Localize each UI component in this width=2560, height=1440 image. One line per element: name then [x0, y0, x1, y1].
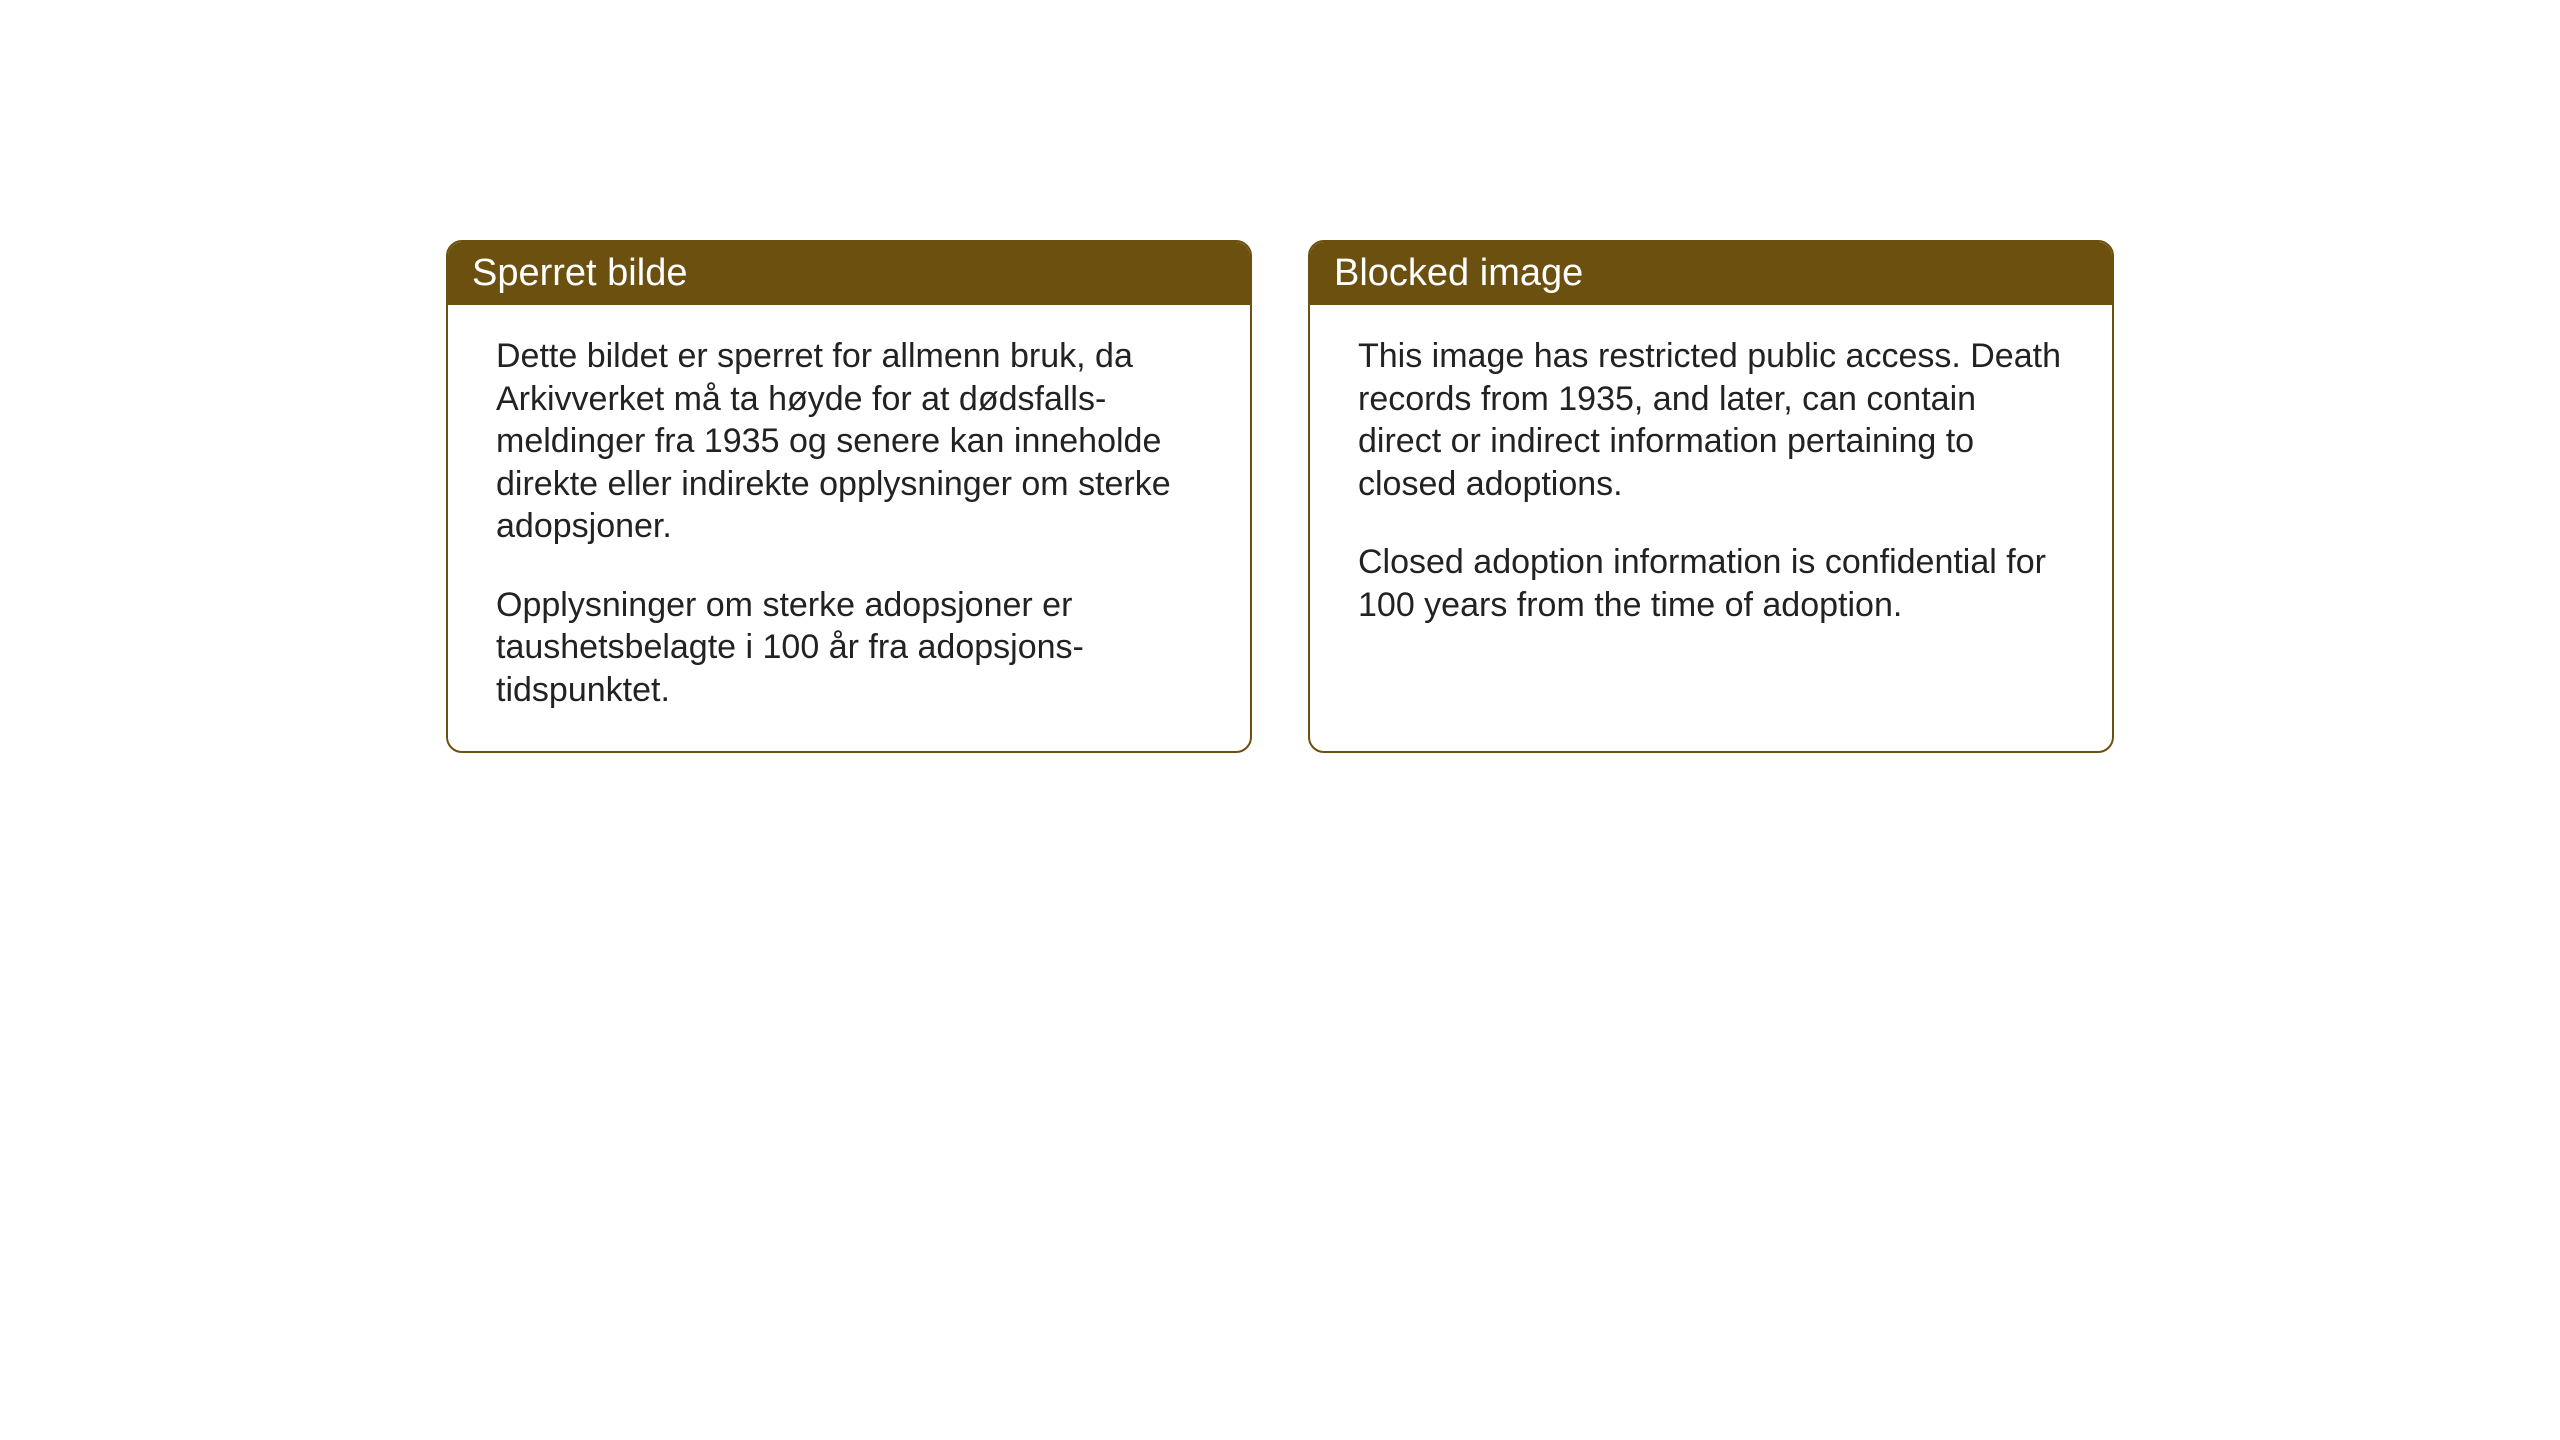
notice-container: Sperret bilde Dette bildet er sperret fo… [446, 240, 2114, 753]
norwegian-card-body: Dette bildet er sperret for allmenn bruk… [448, 305, 1250, 751]
norwegian-paragraph-2: Opplysninger om sterke adopsjoner er tau… [496, 584, 1202, 712]
english-card-body: This image has restricted public access.… [1310, 305, 2112, 735]
english-paragraph-2: Closed adoption information is confident… [1358, 541, 2064, 626]
english-paragraph-1: This image has restricted public access.… [1358, 335, 2064, 505]
norwegian-notice-card: Sperret bilde Dette bildet er sperret fo… [446, 240, 1252, 753]
norwegian-paragraph-1: Dette bildet er sperret for allmenn bruk… [496, 335, 1202, 548]
norwegian-card-title: Sperret bilde [448, 242, 1250, 305]
english-notice-card: Blocked image This image has restricted … [1308, 240, 2114, 753]
english-card-title: Blocked image [1310, 242, 2112, 305]
